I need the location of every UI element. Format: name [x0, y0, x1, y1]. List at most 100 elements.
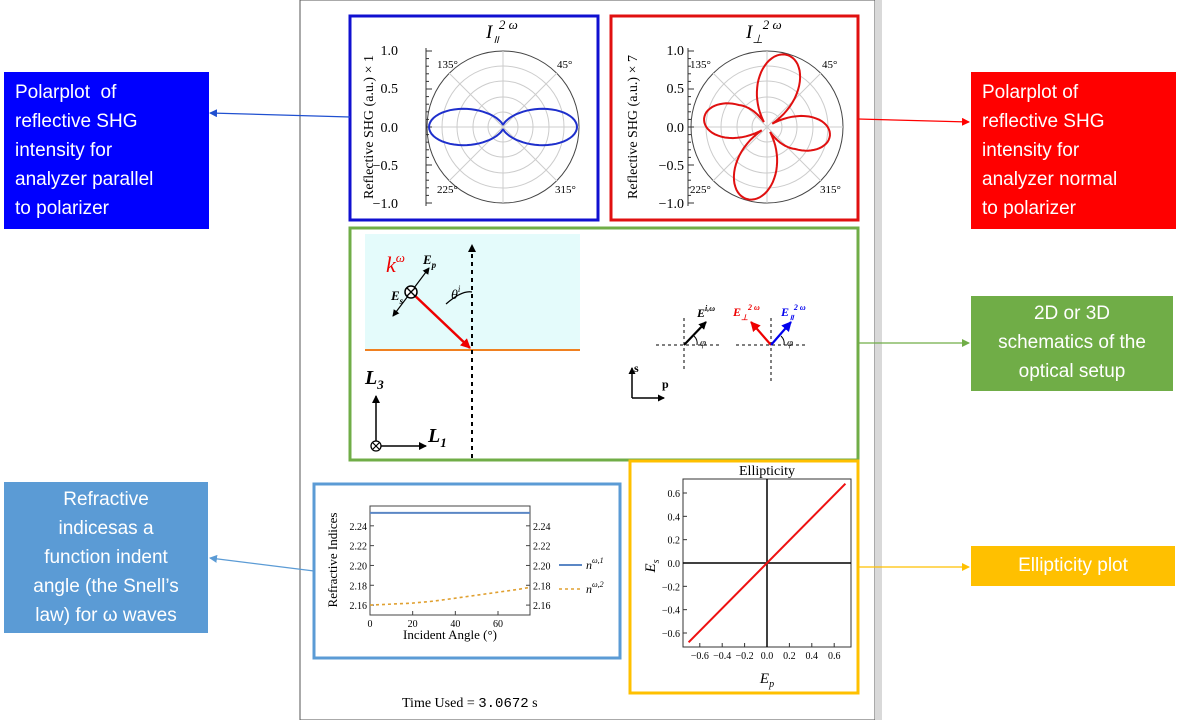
ei-label: Ei,ω [696, 304, 715, 320]
annotation-line: angle (the Snell’s [33, 576, 179, 597]
ellipticity-title: Ellipticity [739, 464, 795, 479]
epar-label: E॥2 ω [780, 303, 806, 322]
legend-label-n2: nω,2 [586, 580, 604, 596]
theta-label: θi [451, 284, 461, 303]
ellipticity-xlabel: Ep [759, 671, 774, 690]
annotation-line: reflective SHG [982, 111, 1105, 132]
ep-label: Ep [422, 252, 437, 270]
refractive-ytick-label-right: 2.18 [533, 581, 551, 592]
annotation-line: reflective SHG [15, 111, 138, 132]
refractive-xlabel: Incident Angle (°) [403, 627, 497, 642]
l3-label: L3 [364, 367, 384, 392]
polar-parallel-tick-label: 1.0 [381, 44, 399, 59]
annotation-line: Refractive [63, 489, 149, 510]
es-label: Es [390, 288, 404, 306]
s-label: s [634, 361, 639, 375]
refractive-ylabel: Refractive Indices [325, 513, 340, 608]
annotation-line: law) for ω waves [35, 605, 177, 626]
annotation-line: analyzer parallel [15, 169, 154, 190]
annotation-normal: Polarplot of reflective SHG intensity fo… [971, 72, 1176, 229]
connector-normal [857, 117, 970, 126]
annotation-line: indicesas a [58, 518, 154, 539]
polar-normal-angle-label: 45° [822, 59, 837, 71]
ellipticity-ytick-label: 0.4 [668, 512, 681, 523]
polar-parallel-title: I॥2 ω [485, 17, 518, 46]
polar-normal-tick-label: −1.0 [659, 197, 684, 212]
incident-wave-arrow [410, 291, 471, 349]
ellipticity-ytick-label: −0.6 [662, 629, 680, 640]
l1-label: L1 [427, 425, 447, 450]
perp-field-arrow [750, 321, 772, 346]
annotation-refractive: Refractive indicesas a function indent a… [4, 482, 208, 633]
ellipticity-xtick-label: −0.6 [691, 651, 709, 662]
annotation-line: to polarizer [15, 198, 109, 219]
polar-parallel-grid [426, 50, 580, 204]
polar-parallel-tick-label: −1.0 [373, 197, 398, 212]
polar-parallel-tick-label: 0.0 [381, 121, 399, 136]
annotation-ellipticity: Ellipticity plot [971, 546, 1175, 586]
polar-parallel-angle-label: 315° [555, 184, 576, 196]
refractive-ytick-label-right: 2.20 [533, 561, 551, 572]
annotation-line: Ellipticity plot [1018, 555, 1128, 576]
refractive-ytick-label-right: 2.22 [533, 542, 551, 553]
polar-normal-title: I⊥2 ω [745, 17, 782, 46]
annotation-line: function indent [44, 547, 168, 568]
refractive-ytick-label: 2.16 [350, 601, 368, 612]
polar-normal-tick-label: 0.5 [667, 82, 685, 97]
eperp-label: E⊥2 ω [732, 303, 760, 322]
k-label: kω [386, 250, 405, 277]
refractive-xtick-label: 0 [368, 619, 373, 630]
incident-field-arrow [683, 321, 707, 346]
polar-normal-plot: 1.0 0.5 0.0 −0.5 −1.0 135° 45° 225° 315°… [626, 17, 844, 212]
legend-label-n1: nω,1 [586, 556, 604, 572]
phi-label-incident: φ [700, 337, 706, 349]
refractive-plot-area [369, 505, 531, 616]
ellipticity-ylabel: Es [643, 559, 662, 573]
refractive-ytick-label: 2.20 [350, 561, 368, 572]
annotation-line: intensity for [982, 140, 1080, 161]
annotation-line: intensity for [15, 140, 113, 161]
annotation-line: Polarplot of [982, 82, 1079, 103]
polar-normal-tick-label: 0.0 [667, 121, 685, 136]
polar-normal-tick-marks [688, 50, 694, 204]
annotation-line: analyzer normal [982, 169, 1118, 190]
polar-normal-grid [690, 50, 844, 204]
annotation-line: 2D or 3D [1033, 303, 1111, 324]
ellipticity-frame [628, 459, 860, 695]
polar-parallel-angle-label: 45° [557, 59, 572, 71]
connector-refractive [209, 554, 315, 572]
polar-normal-tick-label: 1.0 [667, 44, 685, 59]
polar-parallel-tick-label: 0.5 [381, 82, 399, 97]
refractive-ytick-label: 2.18 [350, 581, 368, 592]
polar-normal-ylabel: Reflective SHG (a.u.) × 7 [626, 55, 641, 199]
p-label: p [662, 377, 669, 391]
ellipticity-ytick-label: −0.4 [662, 606, 680, 617]
ellipticity-xtick-label: −0.2 [736, 651, 754, 662]
annotation-line: schematics of the [998, 332, 1146, 353]
ellipticity-xtick-label: 0.4 [806, 651, 819, 662]
ellipticity-xtick-label: 0.2 [783, 651, 796, 662]
connector-parallel [209, 109, 351, 118]
phi-label-output: φ [787, 337, 793, 349]
refractive-ytick-label-right: 2.24 [533, 522, 551, 533]
polar-normal-curve [703, 53, 831, 201]
polar-parallel-curve [427, 107, 579, 147]
refractive-ytick-label: 2.22 [350, 542, 368, 553]
refractive-ytick-label-right: 2.16 [533, 601, 551, 612]
refractive-chart: 2.16 2.18 2.20 2.22 2.24 2.16 2.18 2.20 … [325, 505, 604, 642]
incident-medium [365, 234, 580, 350]
polar-normal-angle-label: 135° [690, 59, 711, 71]
annotation-parallel: Polarplot of reflective SHG intensity fo… [4, 72, 209, 229]
ellipticity-ytick-label: 0.0 [668, 559, 681, 570]
ellipticity-series [687, 482, 847, 644]
par-field-arrow [770, 321, 792, 346]
polar-parallel-ylabel: Reflective SHG (a.u.) × 1 [362, 55, 377, 199]
theta-arc [445, 291, 473, 305]
ellipticity-ytick-label: 0.2 [668, 536, 681, 547]
refractive-ytick-label: 2.24 [350, 522, 368, 533]
annotation-line: to polarizer [982, 198, 1076, 219]
polar-parallel-angle-label: 225° [437, 184, 458, 196]
page-scrollbar[interactable] [875, 0, 882, 720]
annotation-schematic: 2D or 3D schematics of the optical setup [971, 296, 1173, 391]
